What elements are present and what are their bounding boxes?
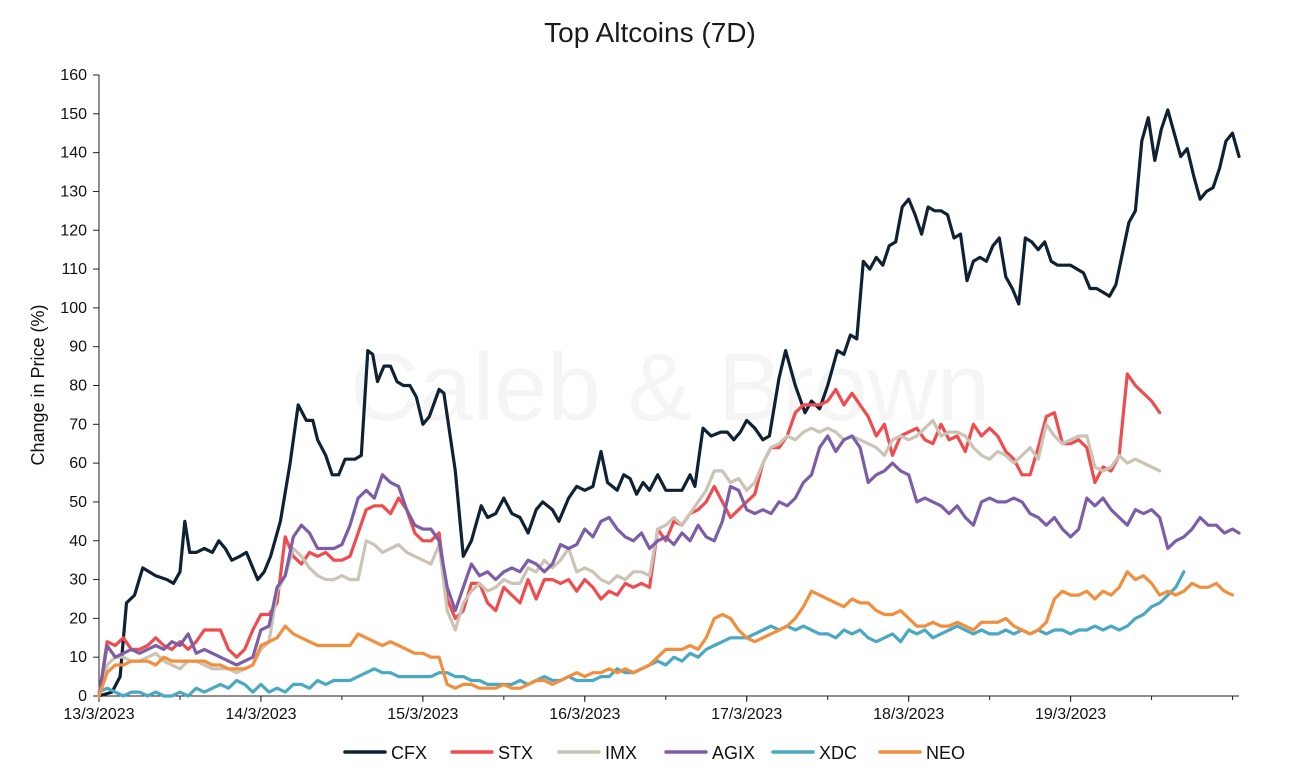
y-tick-label: 0 [78, 688, 87, 705]
series-line-cfx [97, 108, 1241, 698]
x-tick-label: 13/3/2023 [63, 706, 134, 723]
y-tick-label: 50 [69, 494, 87, 511]
series-line-xdc [97, 570, 1186, 698]
y-tick-label: 110 [61, 261, 87, 278]
x-tick-label: 19/3/2023 [1035, 706, 1106, 723]
y-tick-label: 130 [60, 183, 87, 200]
y-tick-label: 140 [60, 145, 87, 162]
x-tick-label: 16/3/2023 [549, 706, 620, 723]
series-line-neo [97, 570, 1235, 698]
legend-label-xdc: XDC [819, 743, 857, 763]
y-tick-label: 40 [69, 533, 87, 550]
y-axis-title: Change in Price (%) [28, 304, 48, 465]
y-tick-label: 60 [69, 455, 87, 472]
x-tick-label: 17/3/2023 [711, 706, 782, 723]
y-tick-label: 90 [69, 339, 87, 356]
watermark-text: Caleb & Brown [350, 334, 990, 441]
legend-label-cfx: CFX [391, 743, 427, 763]
x-tick-label: 15/3/2023 [387, 706, 458, 723]
axes: 0 10 20 30 40 50 60 70 80 90 100 110 120 130 140 150 160… [60, 67, 1239, 723]
legend-label-neo: NEO [926, 743, 965, 763]
chart-title: Top Altcoins (7D) [544, 17, 756, 48]
y-tick-label: 10 [69, 649, 87, 666]
series-line-agix [97, 434, 1241, 698]
legend-label-agix: AGIX [712, 743, 755, 763]
y-tick-label: 150 [60, 106, 87, 123]
y-tick-label: 70 [69, 416, 87, 433]
x-tick-label: 14/3/2023 [225, 706, 296, 723]
y-tick-label: 80 [69, 378, 87, 395]
y-tick-label: 20 [69, 610, 87, 627]
y-tick-label: 120 [60, 222, 87, 239]
y-tick-label: 160 [60, 67, 87, 84]
y-tick-label: 30 [69, 572, 87, 589]
legend-label-imx: IMX [605, 743, 637, 763]
legend-label-stx: STX [498, 743, 533, 763]
series-lines [97, 108, 1241, 698]
x-tick-label: 18/3/2023 [873, 706, 944, 723]
legend: CFX STX IMX AGIX XDC NEO [343, 743, 965, 763]
y-tick-label: 100 [60, 300, 87, 317]
